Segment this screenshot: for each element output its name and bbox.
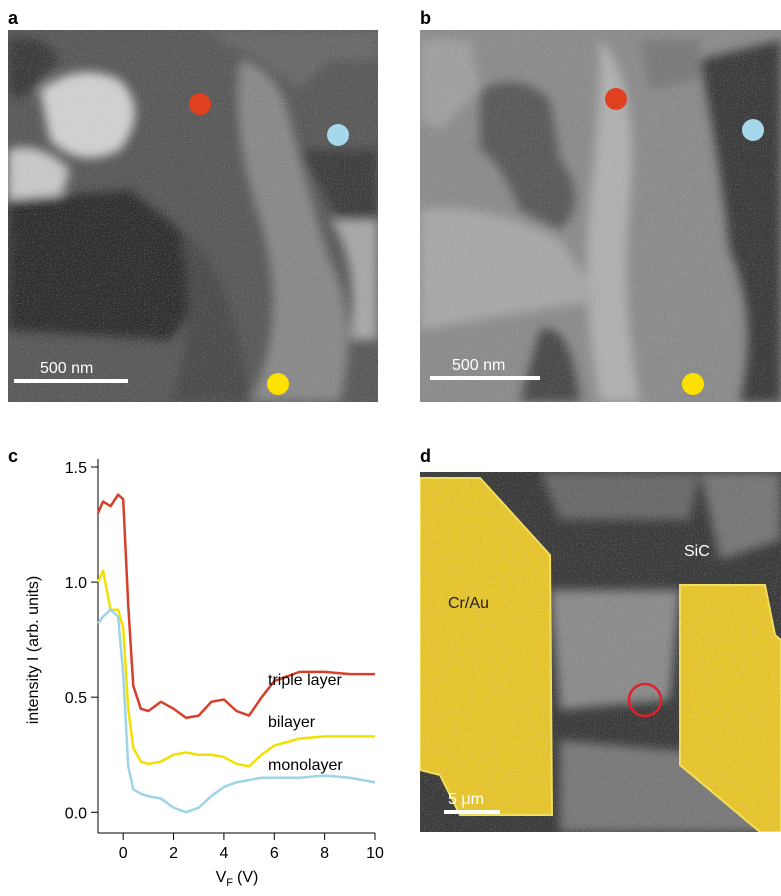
marker	[682, 373, 704, 395]
y-tick-label: 0.5	[65, 690, 87, 707]
x-axis-subscript: F	[226, 877, 233, 889]
panel-label: a	[8, 8, 19, 28]
y-tick-label: 1.0	[65, 575, 87, 592]
micrograph-a: 500 nm	[8, 30, 378, 402]
scale-label: 5 μm	[448, 791, 484, 808]
series-line	[98, 571, 375, 767]
line-chart: intensity I (arb. units) VF (V) 0.0 0.5 1.0…	[25, 459, 384, 889]
x-tick-label: 4	[219, 845, 228, 862]
y-tick-label: 1.5	[65, 460, 87, 477]
micrograph-b: 500 nm	[420, 30, 781, 402]
panel-label: b	[420, 8, 431, 28]
scale-label: 500 nm	[452, 357, 505, 374]
x-axis-symbol: V	[216, 869, 227, 886]
series-label: monolayer	[268, 757, 343, 774]
figure: a b c d 500 nm	[0, 0, 781, 896]
x-tick-label: 8	[320, 845, 329, 862]
micrograph-d: SiC Cr/Au 5 μm	[420, 472, 781, 832]
marker	[267, 373, 289, 395]
x-axis-label: VF (V)	[216, 869, 259, 889]
electrode-label: Cr/Au	[448, 595, 489, 612]
x-tick-label: 2	[169, 845, 178, 862]
y-axis-label: intensity I (arb. units)	[25, 576, 42, 725]
marker	[189, 93, 211, 115]
marker	[605, 88, 627, 110]
marker	[327, 124, 349, 146]
x-axis-unit: (V)	[237, 869, 258, 886]
y-tick-label: 0.0	[65, 805, 87, 822]
panel-label: d	[420, 446, 431, 466]
marker	[742, 119, 764, 141]
x-tick-label: 10	[366, 845, 384, 862]
x-tick-label: 6	[270, 845, 279, 862]
series-label: triple layer	[268, 672, 342, 689]
series-label: bilayer	[268, 714, 316, 731]
x-tick-label: 0	[119, 845, 128, 862]
substrate-label: SiC	[684, 543, 710, 560]
panel-label: c	[8, 446, 18, 466]
scale-label: 500 nm	[40, 360, 93, 377]
